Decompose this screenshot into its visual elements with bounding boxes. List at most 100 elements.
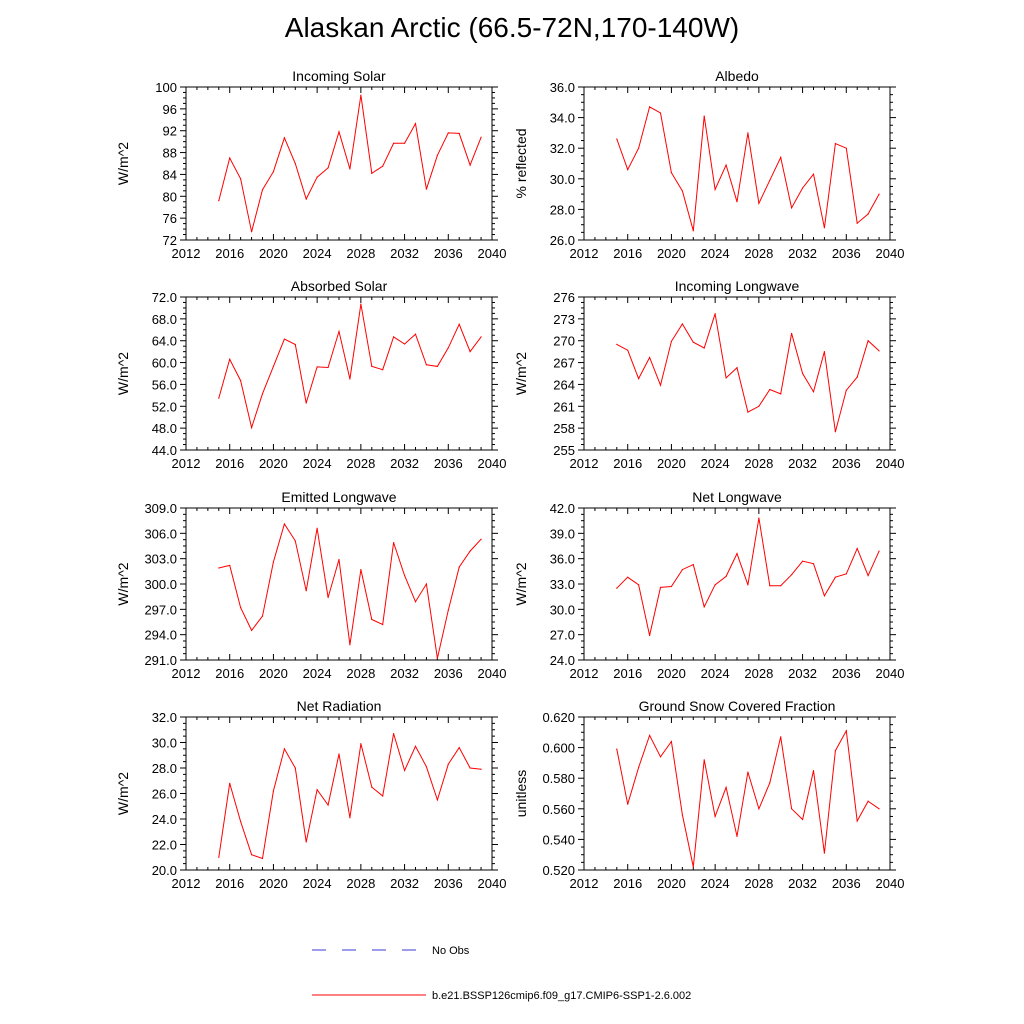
data-point — [725, 377, 727, 379]
data-point — [616, 587, 618, 589]
data-point — [240, 607, 242, 609]
y-axis-label: unitless — [513, 770, 529, 817]
data-point — [780, 393, 782, 395]
data-point — [393, 732, 395, 735]
y-tick-label: 264 — [553, 377, 575, 392]
x-tick-label: 2016 — [215, 456, 244, 471]
data-point — [283, 748, 285, 750]
data-point — [305, 590, 307, 592]
series-line — [616, 518, 880, 636]
y-tick-label: 30.0 — [550, 602, 575, 617]
x-tick-label: 2016 — [215, 876, 244, 891]
data-point — [758, 202, 760, 204]
data-point — [261, 189, 264, 191]
plot-frame — [583, 86, 891, 241]
data-point — [425, 188, 428, 190]
data-point — [791, 207, 793, 209]
data-point — [261, 393, 264, 395]
data-point — [316, 366, 318, 368]
y-tick-label: 294.0 — [144, 628, 177, 643]
y-tick-label: 72.0 — [152, 290, 177, 305]
chart-title: Incoming Solar — [292, 68, 386, 84]
data-point — [229, 782, 231, 784]
x-tick-label: 2028 — [346, 876, 375, 891]
data-point — [769, 388, 771, 391]
data-point — [272, 790, 275, 792]
data-point — [436, 657, 438, 659]
data-point — [414, 333, 417, 335]
y-tick-label: 24.0 — [152, 812, 177, 827]
data-point — [250, 231, 253, 233]
data-point — [338, 131, 340, 133]
data-point — [360, 569, 362, 571]
x-tick-label: 2020 — [657, 876, 686, 891]
data-point — [240, 380, 242, 382]
y-tick-label: 255 — [553, 443, 575, 458]
x-tick-label: 2024 — [701, 456, 730, 471]
series-line — [218, 95, 482, 232]
data-point — [801, 372, 804, 375]
x-tick-label: 2032 — [788, 456, 817, 471]
data-point — [349, 644, 351, 646]
chart-panel-5: Emitted Longwave W/m^2 2012 2016 2020 2024 202… — [115, 489, 506, 681]
data-point — [425, 583, 428, 585]
data-point — [758, 405, 760, 407]
data-point — [856, 820, 858, 822]
data-point — [403, 769, 406, 772]
data-point — [780, 585, 782, 587]
data-point — [878, 550, 880, 552]
y-tick-label: 258 — [553, 421, 575, 436]
data-point — [250, 629, 253, 632]
data-point — [436, 365, 438, 367]
data-point — [659, 586, 662, 588]
y-axis-label: W/m^2 — [115, 562, 131, 605]
data-point — [823, 227, 826, 229]
x-tick-label: 2020 — [259, 246, 288, 261]
data-point — [736, 553, 738, 555]
x-tick-label: 2028 — [744, 246, 773, 261]
data-point — [747, 771, 749, 773]
y-tick-label: 27.0 — [550, 628, 575, 643]
data-point — [316, 527, 318, 529]
chart-title: Absorbed Solar — [291, 278, 388, 294]
data-point — [349, 378, 351, 380]
y-axis-label: % reflected — [513, 128, 529, 198]
data-point — [261, 615, 264, 617]
data-point — [725, 786, 727, 788]
legend: No Obs b.e21.BSSP126cmip6.f09_g17.CMIP6-S… — [312, 945, 691, 1002]
x-tick-label: 2024 — [303, 666, 332, 681]
data-point — [714, 815, 716, 818]
data-point — [758, 517, 760, 519]
data-point — [261, 857, 264, 860]
y-tick-label: 33.0 — [550, 577, 575, 592]
chart-panel-6: Net Longwave W/m^2 2012 2016 2020 2024 2028 203… — [513, 489, 904, 681]
data-point — [360, 303, 362, 305]
x-tick-label: 2036 — [434, 246, 463, 261]
y-tick-label: 52.0 — [152, 399, 177, 414]
x-tick-label: 2032 — [390, 876, 419, 891]
x-tick-label: 2032 — [788, 876, 817, 891]
y-tick-label: 42.0 — [550, 501, 575, 516]
data-point — [272, 365, 275, 367]
y-tick-label: 32.0 — [152, 710, 177, 725]
x-tick-label: 2036 — [832, 666, 861, 681]
data-point — [240, 820, 242, 823]
data-point — [338, 558, 340, 561]
data-point — [627, 576, 629, 578]
page-title: Alaskan Arctic (66.5-72N,170-140W) — [284, 12, 740, 43]
data-point — [856, 547, 858, 550]
data-point — [791, 808, 793, 810]
data-point — [316, 789, 318, 791]
x-tick-label: 2024 — [303, 876, 332, 891]
plot-frame — [583, 296, 891, 451]
data-point — [648, 356, 651, 359]
data-point — [327, 167, 329, 169]
y-tick-label: 60.0 — [152, 356, 177, 371]
data-point — [648, 634, 651, 637]
y-tick-label: 303.0 — [144, 552, 177, 567]
data-point — [218, 397, 220, 399]
x-tick-label: 2012 — [570, 666, 599, 681]
data-point — [382, 795, 384, 797]
series-line — [218, 304, 482, 430]
data-point — [425, 364, 428, 366]
